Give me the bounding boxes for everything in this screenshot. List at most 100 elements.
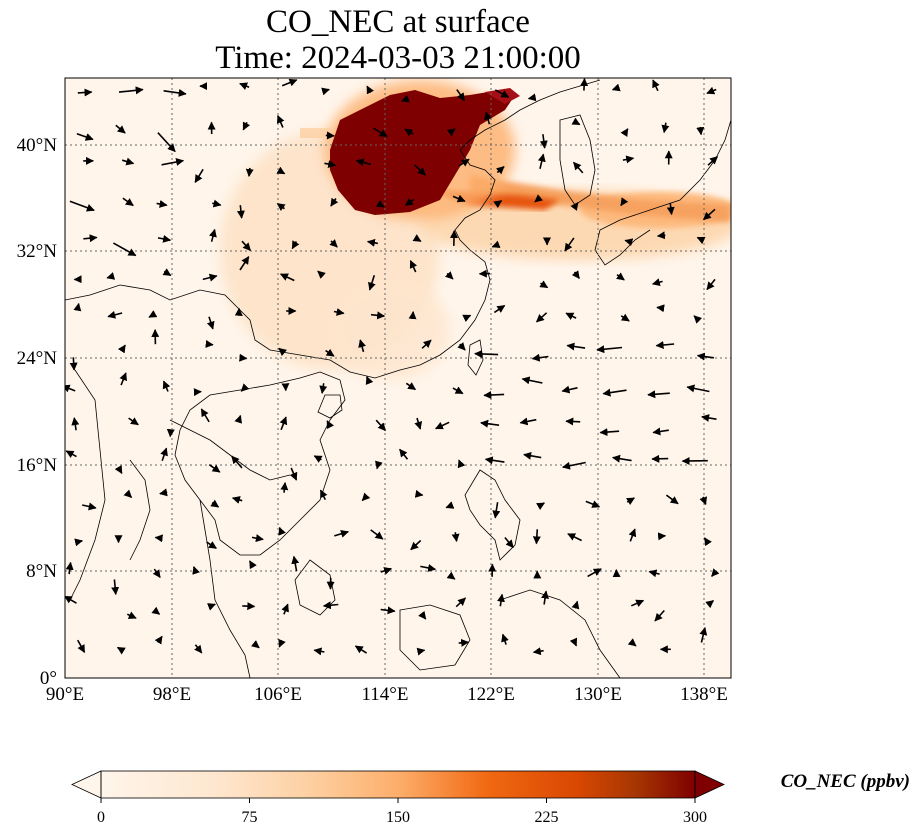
wind-vector: [565, 417, 581, 426]
wind-vector: [319, 383, 328, 394]
wind-vector: [276, 202, 286, 212]
wind-vector: [375, 419, 386, 432]
wind-vector: [239, 256, 250, 271]
wind-vector: [373, 127, 388, 138]
wind-vector: [455, 597, 466, 608]
wind-vector: [281, 78, 298, 87]
wind-vector: [245, 167, 254, 177]
wind-vector: [250, 640, 260, 649]
wind-vector: [159, 488, 168, 497]
wind-vector: [519, 417, 537, 426]
wind-vector: [527, 93, 537, 102]
wind-vector: [380, 606, 396, 615]
wind-vector: [701, 414, 717, 422]
wind-vector: [652, 427, 669, 436]
wind-vector: [157, 234, 172, 243]
map-title-variable: CO_NEC at surface: [266, 4, 530, 40]
wind-vector: [458, 638, 470, 647]
wind-vector: [412, 234, 422, 242]
wind-vector: [325, 348, 335, 357]
wind-vector: [420, 564, 437, 572]
wind-vector: [65, 561, 74, 575]
wind-vector: [484, 111, 492, 125]
wind-vector: [375, 199, 385, 208]
wind-vector: [580, 78, 589, 91]
wind-vector: [194, 168, 204, 183]
wind-vector: [410, 539, 422, 551]
wind-vector: [162, 268, 172, 277]
wind-vector: [458, 158, 470, 167]
wind-vector: [409, 259, 418, 273]
map-frame: [64, 77, 732, 679]
wind-vector: [492, 502, 501, 519]
wind-vector: [210, 499, 220, 508]
wind-vector: [116, 646, 126, 655]
wind-vector: [148, 310, 158, 318]
wind-vector: [241, 240, 251, 251]
wind-vector: [414, 489, 424, 498]
wind-vector: [374, 460, 383, 470]
wind-vector: [416, 647, 426, 656]
wind-vector: [620, 197, 629, 207]
wind-vector: [532, 529, 541, 545]
wind-vector: [491, 240, 501, 249]
lon-tick-label: 122°E: [467, 684, 515, 705]
wind-vector: [462, 314, 472, 323]
wind-vector: [206, 541, 217, 549]
wind-vector: [456, 89, 466, 102]
wind-vector: [611, 83, 621, 92]
colorbar-tick-label: 75: [242, 809, 258, 826]
lon-tick-label: 130°E: [574, 684, 622, 705]
wind-vector: [115, 124, 126, 134]
wind-vector: [539, 134, 548, 149]
wind-vector: [114, 465, 123, 474]
wind-vector: [74, 538, 83, 547]
lat-tick-label: 16°N: [17, 455, 58, 476]
wind-vector: [202, 273, 218, 282]
wind-vector: [154, 635, 163, 645]
wind-vector: [366, 238, 379, 247]
colorbar-tick-label: 0: [97, 809, 105, 826]
wind-vector: [570, 202, 579, 211]
wind-vector: [418, 610, 427, 620]
wind-vector: [534, 194, 544, 203]
wind-vector: [494, 89, 510, 98]
wind-vector: [537, 153, 546, 169]
wind-vector: [317, 270, 326, 279]
wind-vector: [236, 205, 245, 219]
wind-vector: [531, 353, 549, 362]
lon-tick-label: 98°E: [153, 684, 191, 705]
wind-vector: [707, 156, 718, 166]
wind-vector: [446, 571, 456, 580]
lon-tick-label: 114°E: [362, 684, 409, 705]
wind-vector: [65, 450, 77, 458]
wind-vector: [652, 79, 660, 92]
wind-vector: [326, 420, 334, 430]
wind-vector: [276, 114, 285, 128]
wind-vector: [626, 497, 635, 506]
wind-vector: [126, 611, 137, 619]
wind-vector: [567, 533, 582, 542]
colorbar: 0 75 150 225 300 CO_NEC (ppbv): [71, 770, 910, 826]
wind-vector: [655, 341, 675, 349]
wind-vector: [497, 593, 505, 607]
wind-vector: [630, 599, 645, 608]
wind-vector: [77, 639, 86, 653]
wind-vector: [82, 502, 97, 511]
wind-vector: [207, 603, 216, 611]
wind-vector: [484, 456, 505, 465]
lon-tick-label: 90°E: [46, 684, 84, 705]
wind-vector: [620, 313, 630, 322]
wind-vector: [452, 386, 464, 395]
wind-vector: [539, 280, 549, 289]
wind-vector: [322, 601, 339, 610]
wind-vector: [480, 419, 500, 428]
wind-vector: [366, 85, 374, 95]
wind-vector: [602, 388, 627, 397]
lon-tick-labels: 90°E 98°E 106°E 114°E 122°E 130°E 138°E: [46, 684, 728, 705]
wind-vector: [276, 166, 286, 175]
wind-vector: [711, 568, 720, 577]
wind-vector: [76, 132, 94, 141]
wind-vector: [622, 155, 635, 164]
wind-vector: [280, 482, 289, 493]
